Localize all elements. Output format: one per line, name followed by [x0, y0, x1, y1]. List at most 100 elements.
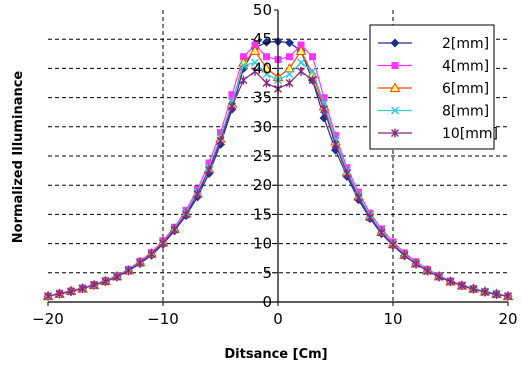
- data-point: [239, 61, 248, 70]
- y-tick-label: 30: [253, 118, 272, 136]
- data-point: [285, 78, 294, 88]
- y-tick-label: 15: [253, 205, 272, 223]
- data-point: [239, 75, 248, 85]
- x-tick-label: 0: [273, 310, 283, 328]
- legend-item: 6[mm]: [378, 81, 489, 97]
- legend-label: 6[mm]: [442, 81, 489, 97]
- legend-label: 10[mm]: [442, 126, 498, 142]
- series-layer: [42, 37, 514, 301]
- data-point: [262, 78, 271, 88]
- legend-label: 4[mm]: [442, 59, 489, 75]
- data-point: [319, 99, 329, 108]
- y-tick-label: 45: [253, 30, 272, 48]
- data-point: [136, 258, 144, 268]
- y-tick-label: 40: [253, 59, 272, 77]
- data-point: [101, 277, 110, 287]
- y-tick-label: 35: [253, 89, 272, 107]
- data-point: [481, 287, 489, 297]
- data-point: [389, 240, 397, 250]
- data-point: [170, 225, 179, 235]
- data-point: [251, 41, 259, 49]
- data-point: [55, 289, 64, 299]
- data-point: [263, 53, 270, 61]
- data-point: [205, 159, 213, 167]
- data-point: [284, 62, 295, 73]
- data-point: [216, 136, 225, 146]
- legend-item: 4[mm]: [378, 59, 489, 75]
- ticks-layer: 0 5 10 15 20 25 30 35 40 45 50 −20 −10 0 10 20: [32, 1, 517, 328]
- legend-item: 8[mm]: [378, 104, 489, 120]
- data-point: [249, 45, 261, 55]
- legend-marker: [390, 106, 400, 115]
- data-point: [228, 91, 236, 99]
- y-tick-label: 20: [253, 176, 272, 194]
- data-point: [343, 169, 351, 179]
- data-point: [217, 129, 224, 137]
- legend-item: 2[mm]: [378, 36, 489, 52]
- data-point: [67, 286, 75, 296]
- data-point: [193, 189, 202, 199]
- data-point: [320, 104, 328, 114]
- data-point: [205, 165, 213, 175]
- data-point: [320, 94, 328, 102]
- data-point: [286, 53, 293, 61]
- y-tick-label: 5: [262, 264, 272, 282]
- data-point: [113, 272, 121, 282]
- y-tick-label: 50: [253, 1, 272, 19]
- y-axis-title: Normalized Illuminance: [11, 71, 26, 244]
- data-point: [354, 192, 363, 202]
- data-point: [78, 284, 87, 294]
- legend-marker: [389, 82, 401, 92]
- data-point: [469, 284, 478, 294]
- legend-item: 10[mm]: [378, 126, 498, 142]
- y-tick-label: 25: [253, 147, 272, 165]
- data-point: [44, 291, 52, 301]
- data-point: [492, 289, 501, 299]
- data-point: [308, 75, 317, 85]
- data-point: [309, 53, 316, 61]
- legend-label: 2[mm]: [442, 36, 489, 52]
- data-point: [159, 238, 167, 248]
- data-point: [458, 281, 466, 291]
- y-tick-label: 0: [262, 293, 272, 311]
- data-point: [250, 58, 260, 67]
- data-point: [297, 66, 305, 76]
- data-point: [182, 209, 190, 219]
- x-tick-label: −10: [147, 310, 179, 328]
- data-point: [332, 132, 339, 140]
- data-point: [295, 45, 307, 55]
- legend-box: [369, 24, 495, 150]
- legend: 2[mm] 4[mm] 6[mm] 8[mm] 10[mm]: [369, 24, 498, 150]
- data-point: [446, 277, 455, 287]
- x-tick-label: −20: [32, 310, 64, 328]
- x-tick-label: 20: [498, 310, 517, 328]
- data-point: [228, 101, 236, 111]
- data-point: [147, 249, 156, 259]
- data-point: [297, 41, 305, 49]
- data-point: [90, 280, 98, 290]
- data-point: [504, 291, 512, 301]
- data-point: [377, 228, 386, 238]
- data-point: [251, 66, 259, 76]
- data-point: [285, 38, 294, 48]
- legend-label: 8[mm]: [442, 104, 489, 120]
- data-point: [296, 58, 306, 67]
- legend-marker: [390, 38, 400, 48]
- data-point: [400, 250, 409, 260]
- data-point: [124, 265, 133, 275]
- data-point: [308, 67, 317, 76]
- legend-marker: [391, 128, 399, 138]
- data-point: [331, 139, 340, 149]
- data-point: [435, 272, 443, 282]
- legend-marker: [391, 62, 399, 69]
- data-point: [366, 212, 374, 222]
- data-point: [262, 37, 271, 47]
- y-tick-label: 10: [253, 235, 272, 253]
- data-point: [423, 266, 432, 276]
- x-axis-title: Ditsance [Cm]: [224, 347, 327, 362]
- x-tick-label: 10: [383, 310, 402, 328]
- data-point: [262, 70, 271, 79]
- data-point: [261, 62, 272, 73]
